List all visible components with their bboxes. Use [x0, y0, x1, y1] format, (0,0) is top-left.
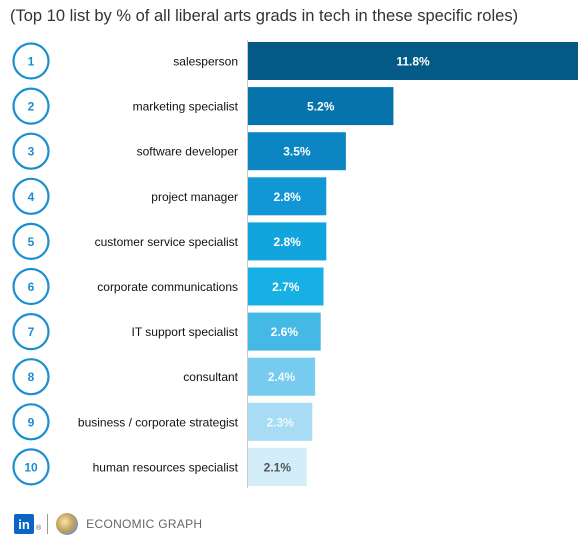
bar: [248, 357, 316, 396]
bar: [248, 222, 327, 261]
category-label: corporate communications: [97, 280, 238, 294]
rank-circle: [12, 358, 50, 396]
category-label: salesperson: [173, 55, 238, 69]
category-label: consultant: [183, 370, 238, 384]
value-label: 3.5%: [283, 145, 311, 159]
rank-number: 1: [28, 55, 35, 69]
bar: [248, 447, 307, 486]
rank-number: 2: [28, 100, 35, 114]
rank-number: 7: [28, 325, 35, 339]
value-label: 2.8%: [273, 190, 301, 204]
rank-number: 5: [28, 235, 35, 249]
rank-circle: [12, 403, 50, 441]
rank-circle: [12, 222, 50, 260]
bar: [248, 177, 327, 216]
rank-number: 10: [24, 460, 38, 474]
bar: [248, 42, 578, 80]
rank-circle: [12, 87, 50, 125]
value-label: 2.1%: [264, 460, 292, 474]
bar: [248, 132, 346, 171]
value-label: 5.2%: [307, 100, 335, 114]
rank-number: 3: [28, 145, 35, 159]
value-label: 2.7%: [272, 280, 300, 294]
category-label: IT support specialist: [132, 325, 239, 339]
rank-circle: [12, 132, 50, 170]
category-label: project manager: [151, 190, 238, 204]
linkedin-logo-icon: in: [14, 514, 34, 534]
footer: in ® ECONOMIC GRAPH: [14, 512, 202, 536]
rank-circles: 1 2 3 4 5 6 7 8 9 10: [12, 42, 50, 486]
value-label: 11.8%: [396, 55, 430, 69]
footer-divider: [47, 514, 49, 534]
value-label: 2.6%: [271, 325, 299, 339]
bar: [248, 267, 324, 306]
rank-number: 6: [28, 280, 35, 294]
category-label: software developer: [137, 145, 238, 159]
category-labels: salesperson marketing specialist software …: [78, 55, 239, 475]
bar: [248, 312, 321, 351]
value-label: 2.4%: [268, 370, 296, 384]
rank-number: 9: [28, 415, 35, 429]
rank-number: 4: [28, 190, 35, 204]
value-labels: 11.8% 5.2% 3.5% 2.8% 2.8% 2.7% 2.6% 2.4% 2.3% 2.1…: [264, 55, 430, 475]
rank-circle: [12, 42, 50, 80]
value-label: 2.8%: [273, 235, 301, 249]
globe-icon: [56, 513, 79, 535]
registered-mark: ®: [36, 524, 42, 532]
rank-number: 8: [28, 370, 35, 384]
category-label: marketing specialist: [133, 100, 239, 114]
rank-circle: [12, 177, 50, 215]
value-label: 2.3%: [266, 415, 294, 429]
rank-circle: [12, 313, 50, 351]
rank-circle: [12, 267, 50, 306]
category-label: human resources specialist: [93, 460, 239, 474]
bar: [248, 402, 313, 441]
category-label: business / corporate strategist: [78, 415, 239, 429]
chart-title: (Top 10 list by % of all liberal arts gr…: [10, 7, 519, 25]
bar: [248, 87, 394, 126]
bars: [248, 42, 578, 486]
category-label: customer service specialist: [95, 235, 239, 249]
rank-circle: [12, 448, 50, 486]
footer-brand: ECONOMIC GRAPH: [86, 517, 203, 531]
